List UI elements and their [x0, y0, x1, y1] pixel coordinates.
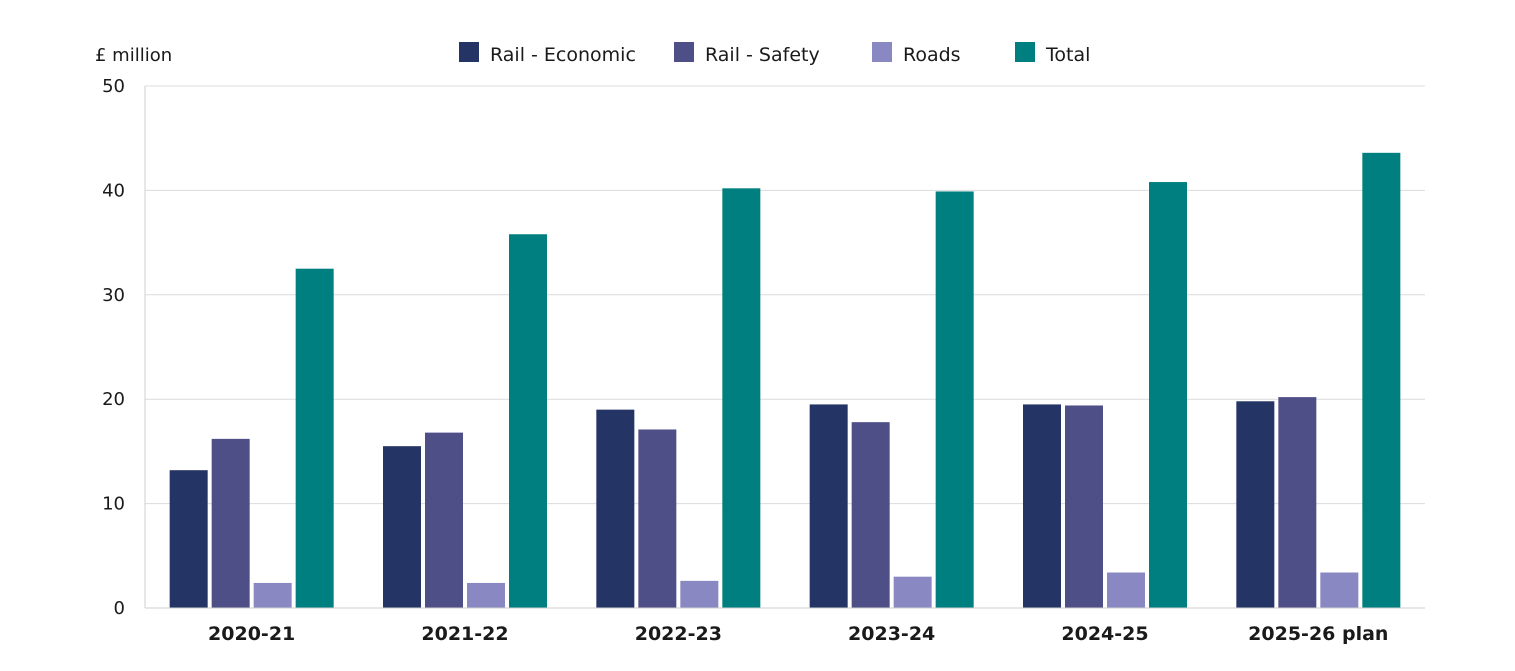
- bar-roads-2023-24: [893, 576, 932, 608]
- y-axis-label: £ million: [95, 45, 172, 66]
- x-tick-label: 2024-25: [1061, 623, 1148, 645]
- legend-label: Roads: [903, 44, 961, 66]
- y-tick-label: 30: [102, 285, 125, 306]
- bar-total-2020-21: [295, 268, 334, 608]
- bar-rail-economic-2021-22: [383, 446, 421, 608]
- bar-total-2024-25: [1149, 182, 1187, 608]
- bar-roads-2021-22: [467, 582, 505, 608]
- bar-rail-safety-2024-25: [1065, 405, 1103, 608]
- bar-rail-economic-2023-24: [809, 404, 848, 608]
- x-tick-label: 2025-26 plan: [1248, 623, 1388, 645]
- legend-swatch: [1015, 42, 1035, 62]
- bar-rail-safety-2025-26 plan: [1278, 397, 1317, 608]
- legend-label: Rail - Safety: [705, 44, 820, 66]
- x-axis-ticks: 2020-21 2021-22 2022-23 2023-24 2024-25 2025-…: [208, 623, 1388, 645]
- bar-rail-safety-2023-24: [851, 422, 890, 608]
- y-tick-label: 40: [102, 180, 125, 201]
- legend-label: Rail - Economic: [490, 44, 636, 66]
- legend-swatch: [872, 42, 892, 62]
- x-tick-label: 2021-22: [421, 623, 508, 645]
- bar-rail-economic-2025-26 plan: [1236, 401, 1275, 608]
- y-tick-label: 0: [114, 598, 125, 619]
- y-tick-label: 50: [102, 76, 125, 97]
- bars: [169, 152, 1401, 609]
- bar-rail-safety-2020-21: [211, 438, 250, 608]
- bar-rail-economic-2024-25: [1023, 404, 1061, 608]
- bar-rail-economic-2022-23: [596, 409, 635, 608]
- legend-swatch: [459, 42, 479, 62]
- bar-rail-safety-2021-22: [425, 432, 463, 608]
- x-tick-label: 2023-24: [848, 623, 935, 645]
- legend: Rail - Economic Rail - Safety Roads Total: [459, 42, 1090, 66]
- bar-roads-2020-21: [253, 582, 292, 608]
- x-tick-label: 2020-21: [208, 623, 295, 645]
- bar-rail-safety-2022-23: [638, 429, 677, 608]
- bar-roads-2022-23: [680, 580, 719, 608]
- legend-label: Total: [1045, 44, 1090, 66]
- legend-swatch: [674, 42, 694, 62]
- gridlines: [144, 85, 1425, 608]
- bar-roads-2024-25: [1107, 572, 1145, 608]
- bar-total-2023-24: [935, 191, 974, 608]
- bar-total-2022-23: [722, 188, 761, 608]
- y-axis-ticks: 0 10 20 30 40 50: [102, 76, 125, 619]
- y-tick-label: 20: [102, 389, 125, 410]
- bar-total-2021-22: [509, 234, 547, 609]
- y-tick-label: 10: [102, 494, 125, 515]
- bar-roads-2025-26 plan: [1320, 572, 1359, 608]
- x-tick-label: 2022-23: [635, 623, 722, 645]
- bar-total-2025-26 plan: [1362, 152, 1401, 609]
- bar-rail-economic-2020-21: [169, 470, 208, 608]
